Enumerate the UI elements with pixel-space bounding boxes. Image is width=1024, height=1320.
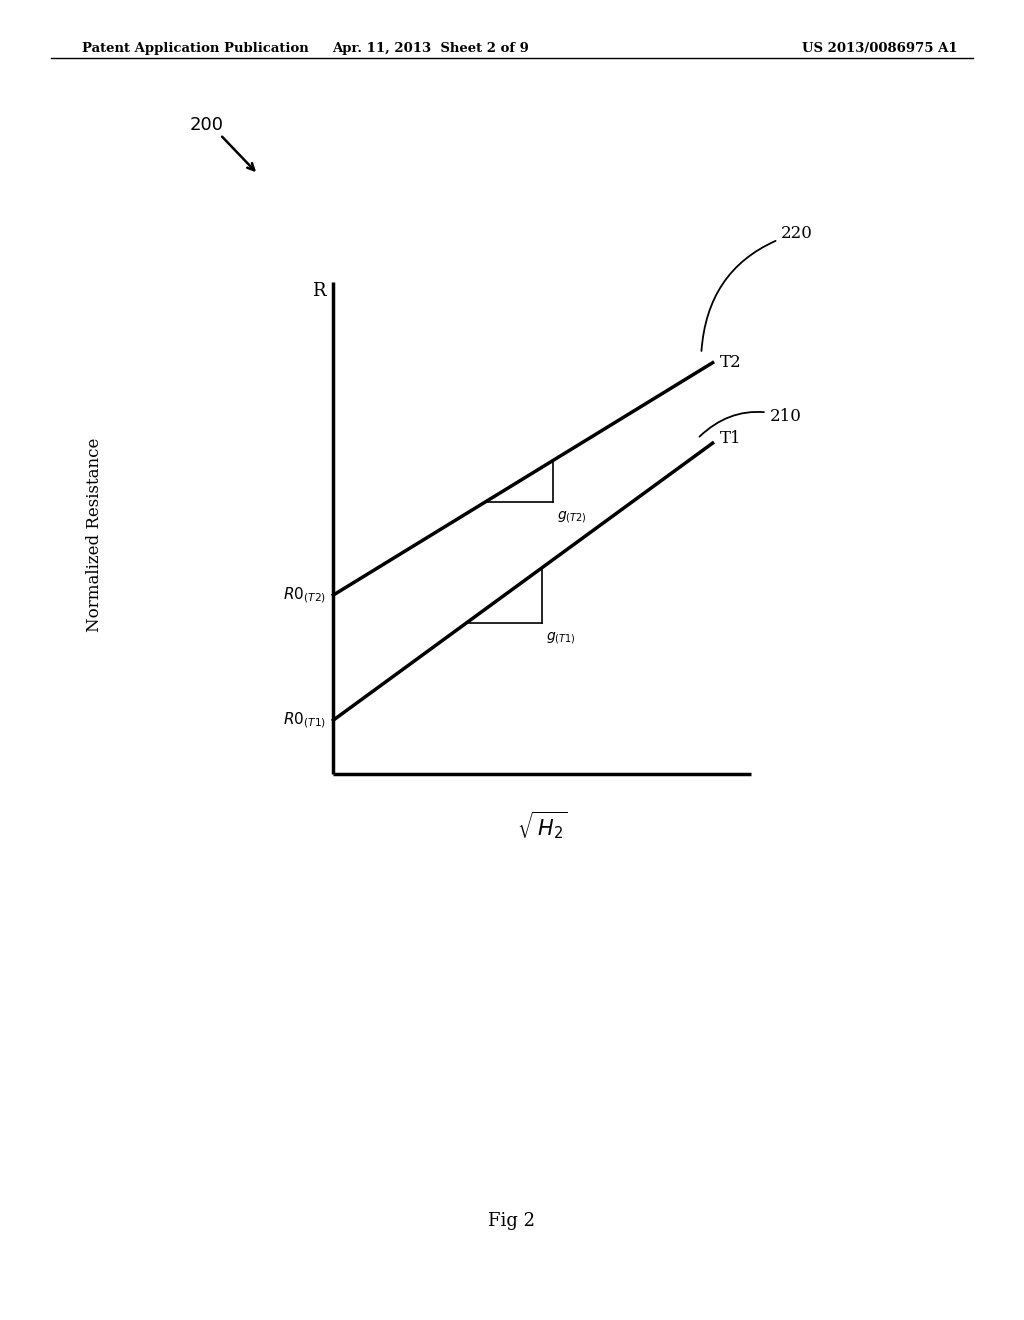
Text: Normalized Resistance: Normalized Resistance — [86, 437, 102, 632]
Text: R: R — [312, 282, 326, 300]
Text: Patent Application Publication: Patent Application Publication — [82, 42, 308, 55]
Text: T2: T2 — [720, 354, 741, 371]
Text: 200: 200 — [189, 116, 223, 135]
Text: 220: 220 — [701, 224, 813, 351]
Text: 210: 210 — [699, 408, 802, 437]
Text: $g_{(T2)}$: $g_{(T2)}$ — [557, 508, 587, 525]
Text: $R0_{(T2)}$: $R0_{(T2)}$ — [283, 585, 326, 605]
Text: $g_{(T1)}$: $g_{(T1)}$ — [546, 630, 575, 645]
Text: $R0_{(T1)}$: $R0_{(T1)}$ — [283, 710, 326, 730]
Text: Apr. 11, 2013  Sheet 2 of 9: Apr. 11, 2013 Sheet 2 of 9 — [332, 42, 528, 55]
Text: Fig 2: Fig 2 — [488, 1212, 536, 1230]
Text: T1: T1 — [720, 430, 741, 447]
Text: $\sqrt{\,H_2}$: $\sqrt{\,H_2}$ — [517, 809, 567, 841]
Text: US 2013/0086975 A1: US 2013/0086975 A1 — [802, 42, 957, 55]
